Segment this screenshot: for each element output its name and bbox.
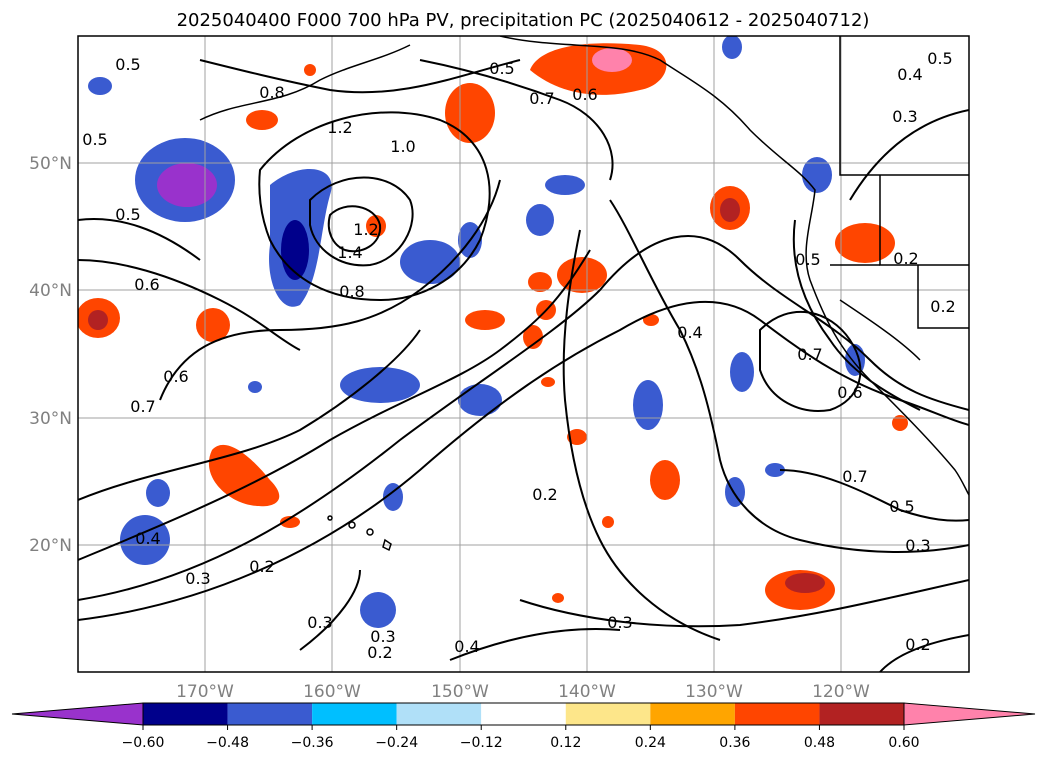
colorbar: −0.60 −0.48 −0.36 −0.24 −0.12 0.12 0.24 0.36 0.4… [11, 702, 1036, 751]
lon-label: 130°W [685, 682, 743, 702]
contour-label: 0.2 [893, 249, 918, 268]
contour-label: 0.5 [115, 205, 140, 224]
contour-label: 0.3 [307, 613, 332, 632]
colorbar-segments [11, 702, 1036, 726]
contour-label: 0.2 [905, 635, 930, 654]
lat-label: 50°N [29, 154, 72, 174]
colorbar-tick-label: 0.48 [804, 735, 835, 751]
colorbar-tick-label: −0.36 [291, 735, 334, 751]
contour-label: 0.4 [135, 529, 160, 548]
colorbar-segment [565, 703, 651, 725]
contour-label: 0.4 [454, 637, 479, 656]
lon-label: 160°W [303, 682, 361, 702]
contour-label: 0.3 [185, 569, 210, 588]
contour-label: 0.7 [130, 397, 155, 416]
colorbar-tick-label: −0.24 [375, 735, 418, 751]
figure-title: 2025040400 F000 700 hPa PV, precipitatio… [177, 10, 870, 31]
contour-label: 0.3 [892, 107, 917, 126]
contour-label: 1.2 [327, 118, 352, 137]
contour-label: 0.6 [572, 85, 597, 104]
contour-label: 0.6 [163, 367, 188, 386]
colorbar-tick-label: −0.12 [460, 735, 503, 751]
colorbar-extend-high [903, 702, 1036, 726]
colorbar-tick-label: 0.12 [550, 735, 581, 751]
colorbar-tick-label: 0.36 [719, 735, 750, 751]
colorbar-segment [143, 703, 228, 725]
map-frame [77, 35, 970, 673]
colorbar-segment [312, 703, 397, 725]
colorbar-segment [481, 703, 566, 725]
colorbar-tick-label: 0.60 [888, 735, 919, 751]
coastlines [199, 36, 969, 496]
colorbar-frame [142, 702, 905, 726]
contour-label: 0.7 [842, 467, 867, 486]
lon-label: 170°W [176, 682, 234, 702]
contour-label: 0.8 [339, 282, 364, 301]
colorbar-segment [396, 703, 482, 725]
longitude-labels: 170°W 160°W 150°W 140°W 130°W 120°W [176, 682, 870, 702]
contour-label: 0.4 [677, 323, 702, 342]
contour-label: 0.7 [529, 89, 554, 108]
colorbar-tick-label: 0.24 [635, 735, 666, 751]
contour-label: 0.3 [905, 536, 930, 555]
contour-label: 0.3 [607, 613, 632, 632]
colorbar-ticks: −0.60 −0.48 −0.36 −0.24 −0.12 0.12 0.24 0.36 0.4… [122, 725, 920, 751]
colorbar-tick-label: −0.48 [206, 735, 249, 751]
contour-labels: 0.5 0.8 0.5 0.7 0.6 0.4 0.5 0.3 0.5 1.2 … [82, 49, 955, 662]
contour-label: 0.2 [930, 297, 955, 316]
contour-label: 0.5 [927, 49, 952, 68]
contour-label: 0.2 [249, 557, 274, 576]
map-panel: 0.5 0.8 0.5 0.7 0.6 0.4 0.5 0.3 0.5 1.2 … [77, 35, 970, 673]
pv-contours [78, 59, 969, 672]
contour-label: 0.6 [134, 275, 159, 294]
contour-label: 0.5 [82, 130, 107, 149]
contour-label: 0.3 [370, 627, 395, 646]
colorbar-tick-label: −0.60 [122, 735, 165, 751]
contour-label: 0.5 [115, 55, 140, 74]
contour-label: 0.5 [489, 59, 514, 78]
contour-label: 1.4 [337, 243, 362, 262]
colorbar-segment [227, 703, 313, 725]
contour-label: 0.4 [897, 65, 922, 84]
contour-label: 0.2 [532, 485, 557, 504]
contour-label: 1.0 [390, 137, 415, 156]
lat-label: 20°N [29, 536, 72, 556]
lon-label: 150°W [431, 682, 489, 702]
contour-label: 0.5 [889, 497, 914, 516]
precip-positive-areas [78, 43, 908, 610]
lon-label: 140°W [558, 682, 616, 702]
hawaii-islands [327, 515, 392, 552]
contour-label: 0.8 [259, 83, 284, 102]
contour-label: 0.2 [367, 643, 392, 662]
contour-label: 1.2 [353, 220, 378, 239]
colorbar-extend-low [11, 702, 144, 726]
lat-label: 30°N [29, 409, 72, 429]
colorbar-segment [650, 703, 735, 725]
lat-label: 40°N [29, 281, 72, 301]
contour-label: 0.6 [837, 383, 862, 402]
contour-label: 0.7 [797, 345, 822, 364]
lon-label: 120°W [812, 682, 870, 702]
colorbar-segment [734, 703, 820, 725]
colorbar-segment [819, 703, 904, 725]
latitude-labels: 50°N 40°N 30°N 20°N [29, 154, 72, 556]
contour-label: 0.5 [795, 250, 820, 269]
